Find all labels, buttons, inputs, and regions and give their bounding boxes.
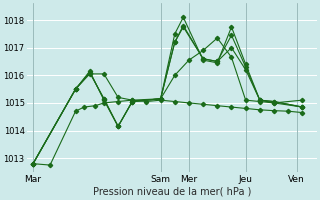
- X-axis label: Pression niveau de la mer( hPa ): Pression niveau de la mer( hPa ): [93, 187, 251, 197]
